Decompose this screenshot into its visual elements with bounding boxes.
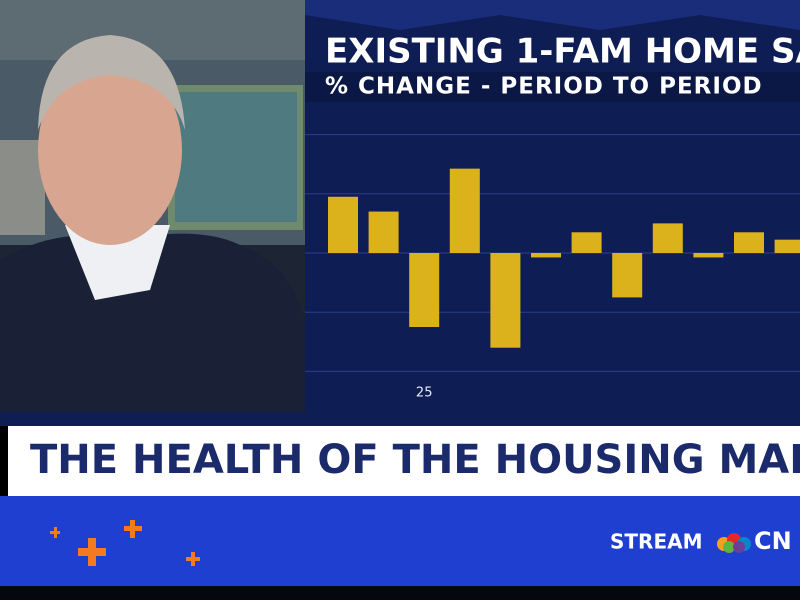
divider <box>0 412 800 426</box>
x-tick-label: 25 <box>416 386 433 401</box>
network-label: CN <box>754 527 792 555</box>
peacock-logo <box>717 533 751 553</box>
stream-label: STREAM <box>610 530 703 554</box>
chart-panel <box>305 0 800 412</box>
hex-pattern <box>305 0 800 30</box>
bar <box>328 196 358 253</box>
chart-title: EXISTING 1-FAM HOME SA <box>325 32 800 72</box>
bar <box>490 253 521 348</box>
headline: THE HEALTH OF THE HOUSING MAR <box>30 437 800 483</box>
video-feed <box>0 0 305 412</box>
chart-subtitle: % CHANGE - PERIOD TO PERIOD <box>325 74 763 100</box>
bottom-strip <box>0 586 800 600</box>
bar <box>368 211 399 253</box>
bar <box>409 253 440 327</box>
bar <box>531 253 561 258</box>
bar <box>612 253 643 298</box>
plot: 25 <box>305 134 800 401</box>
bar <box>652 223 683 253</box>
bar <box>734 232 764 253</box>
bar <box>693 253 724 258</box>
brand-band <box>0 496 800 586</box>
bar <box>571 232 602 253</box>
subtitle-band <box>305 72 800 102</box>
bar <box>774 239 800 253</box>
decor-plus <box>50 520 200 566</box>
bar <box>449 168 480 253</box>
headline-banner <box>8 426 800 496</box>
